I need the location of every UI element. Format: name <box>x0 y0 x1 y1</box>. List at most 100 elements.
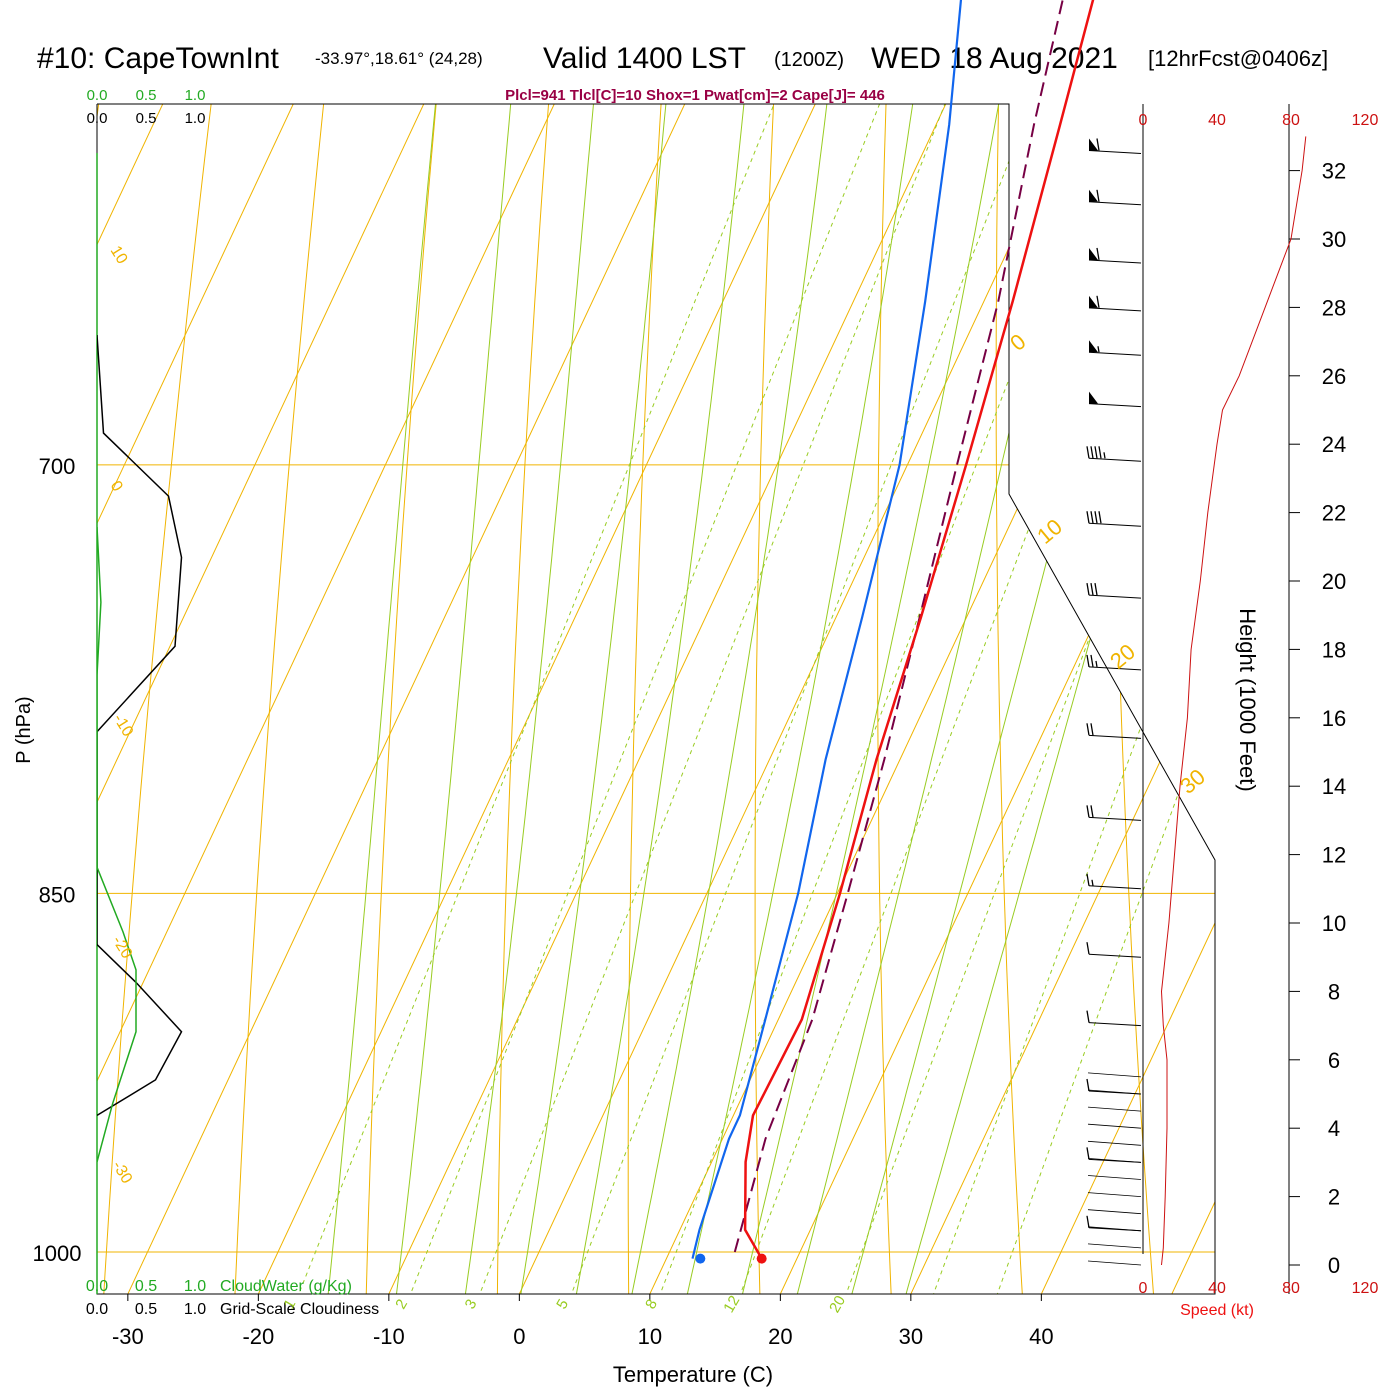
isotherm-line <box>309 104 1215 1294</box>
wind-barb-flag <box>1086 1215 1090 1228</box>
wind-barb <box>1086 654 1142 671</box>
dry-adiabat-line <box>362 104 706 1294</box>
wind-barb <box>1088 247 1142 264</box>
cloud-water-tick-top: 0.0 <box>87 87 108 104</box>
cloud-water-profile-line <box>97 526 137 1163</box>
wind-barb-flag <box>1086 654 1090 668</box>
mixing-ratio-line <box>596 104 1215 1294</box>
cloud-water-tick-top: 1.0 <box>185 87 206 104</box>
wind-speed-tick-top: 120 <box>1352 112 1379 129</box>
wind-barb-pennant <box>1089 391 1098 404</box>
wind-barb-staff-low <box>1087 1106 1142 1112</box>
mixing-ratio-line <box>506 104 1215 1294</box>
wind-speed-axis-label: Speed (kt) <box>1180 1302 1254 1319</box>
wind-barb-staff <box>1088 403 1142 408</box>
wind-barb-flag <box>1090 511 1094 524</box>
cloudiness-tick-top: 0.0 <box>87 110 108 127</box>
wind-barb-flag <box>1090 446 1094 459</box>
isotherm-line <box>97 104 1215 1294</box>
x-tick-label: 0 <box>513 1324 525 1349</box>
wind-barb <box>1086 1010 1142 1027</box>
wind-barb-flag <box>1086 1147 1090 1160</box>
mixing-ratio-line <box>414 104 1215 1294</box>
wind-barb-staff <box>1088 259 1142 264</box>
wind-barb-staff <box>1088 816 1142 821</box>
dry-adiabat-line <box>97 104 533 1294</box>
wind-barb-staff-low <box>1087 1209 1142 1215</box>
height-tick-label: 32 <box>1322 159 1346 184</box>
cloud-water-label: CloudWater (g/Kg) <box>220 1278 352 1295</box>
wind-barb-pennant <box>1089 247 1098 260</box>
wind-barb <box>1086 511 1142 527</box>
wind-barb-staff <box>1088 150 1142 154</box>
wind-barb-pennant <box>1089 295 1098 308</box>
zulu-time: (1200Z) <box>774 49 844 71</box>
wind-barb-staff-low <box>1087 1123 1142 1129</box>
wind-barb-staff-low <box>1087 1192 1142 1197</box>
cloudiness-tick-bottom: 0.5 <box>135 1301 157 1318</box>
wind-barb-half <box>1095 660 1098 668</box>
isotherm-line <box>570 104 1215 1294</box>
wind-speed-tick-bottom: 40 <box>1208 1280 1226 1297</box>
wind-barb-staff <box>1088 594 1142 599</box>
wind-speed-tick-bottom: 0 <box>1139 1280 1148 1297</box>
wind-barb-staff-low <box>1087 1072 1142 1078</box>
mixing-ratio-line <box>344 104 1215 1294</box>
mixing-ratio-line <box>231 104 1127 1294</box>
cloud-water-tick-bottom: 0.5 <box>135 1278 157 1295</box>
x-tick-label: 40 <box>1029 1324 1053 1349</box>
wind-barb-flag <box>1090 723 1094 736</box>
x-tick-label: 10 <box>638 1324 662 1349</box>
height-tick-label: 16 <box>1322 706 1346 731</box>
height-tick-label: 14 <box>1322 774 1346 799</box>
wind-barb-staff <box>1088 201 1142 206</box>
x-axis-label: Temperature (C) <box>613 1362 773 1387</box>
wind-barb-flag <box>1096 295 1100 308</box>
wind-barb-flag <box>1096 247 1100 261</box>
pressure-tick-label: 850 <box>39 882 76 907</box>
cloud-water-tick-top: 0.5 <box>136 87 157 104</box>
isotherm-line <box>701 104 1215 1294</box>
wind-barb-staff <box>1088 351 1142 356</box>
dry-adiabat-line <box>995 104 1140 1294</box>
height-tick-label: 2 <box>1328 1185 1340 1210</box>
mixing-ratio-line <box>676 104 1215 1294</box>
sounding-indices: Plcl=941 Tlcl[C]=10 Shox=1 Pwat[cm]=2 Ca… <box>505 87 885 104</box>
wind-barb <box>1086 942 1142 958</box>
wind-barb <box>1086 582 1142 599</box>
wind-barb <box>1086 873 1142 890</box>
axes: -30-20-100102030402503004005007008501000… <box>33 87 1054 1349</box>
cloudiness-profile-line <box>97 334 183 1117</box>
station-coords: -33.97°,18.61° (24,28) <box>315 49 483 68</box>
wind-barb-flag <box>1086 511 1090 524</box>
height-tick-label: 26 <box>1322 364 1346 389</box>
wind-barb-staff <box>1088 666 1142 671</box>
moist-adiabat-line <box>440 104 819 1294</box>
wind-barb-flag <box>1090 582 1094 596</box>
isotherm-line <box>831 104 1215 1294</box>
height-tick-label: 24 <box>1322 432 1346 457</box>
pressure-tick-label: 700 <box>39 454 76 479</box>
cloudiness-tick-top: 1.0 <box>185 110 206 127</box>
wind-barb-flag <box>1086 1010 1090 1023</box>
wind-barb-staff <box>1088 457 1142 462</box>
temperature-profile-line <box>743 0 1095 1260</box>
x-tick-label: -10 <box>373 1324 405 1349</box>
wind-barb-flag <box>1096 138 1100 151</box>
x-tick-label: 20 <box>768 1324 792 1349</box>
wind-barb-staff-low <box>1087 1226 1142 1232</box>
wind-barb-flag <box>1086 873 1090 886</box>
surface-dewpoint-marker <box>695 1253 706 1264</box>
wind-speed-tick-top: 80 <box>1282 112 1300 129</box>
height-tick-label: 18 <box>1322 637 1346 662</box>
cloudiness-tick-top: 0.5 <box>136 110 157 127</box>
dry-adiabat-line <box>228 104 619 1294</box>
wind-barb-staff <box>1088 734 1142 739</box>
moist-adiabat-line <box>596 104 1032 1294</box>
moist-adiabat-line <box>309 104 691 1294</box>
cloudiness-tick-bottom: 1.0 <box>184 1301 206 1318</box>
wind-panel: 0246810121416182022242628303200404080801… <box>1086 104 1379 1297</box>
height-tick-label: 20 <box>1322 569 1346 594</box>
wind-barb-pennant <box>1089 138 1098 151</box>
